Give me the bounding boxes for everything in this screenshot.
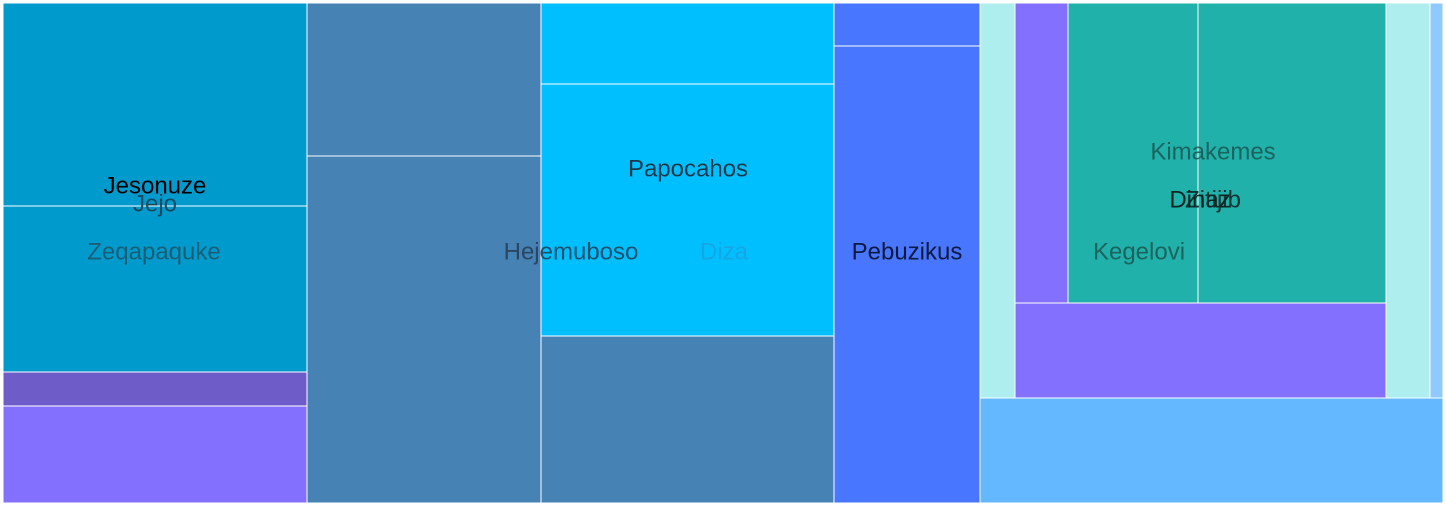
treemap-tile-unlabeled-11 [979, 2, 1016, 399]
treemap-label-pebuzikus: Pebuzikus [852, 238, 963, 265]
treemap-tile-unlabeled-17 [1429, 2, 1444, 399]
treemap-label-diza: Diza [700, 238, 749, 265]
treemap-tile-hejemuboso-5 [306, 155, 542, 504]
treemap-tile-hejemuboso-4 [306, 2, 542, 157]
treemap-label-jejo: Jejo [133, 190, 177, 217]
treemap-label-kimakemes: Kimakemes [1150, 138, 1275, 165]
treemap-tile-unlabeled-3 [2, 405, 308, 504]
treemap-tile-unlabeled-15 [1014, 302, 1387, 399]
treemap-tile-diza-6 [540, 2, 835, 85]
treemap-tile-hejemuboso-8 [540, 335, 835, 504]
treemap-tile-pebuzikus-10 [833, 45, 981, 504]
treemap-label-hejemuboso: Hejemuboso [504, 238, 639, 265]
treemap-label-papocahos: Papocahos [628, 155, 748, 182]
treemap-tile-unlabeled-2 [2, 371, 308, 407]
treemap-label-zeqapaquke: Zeqapaquke [87, 238, 220, 265]
treemap-label-zitijib: Zitijib [1185, 186, 1241, 213]
treemap-tile-pebuzikus-9 [833, 2, 981, 47]
treemap-tile-kimakemes-14 [1197, 2, 1387, 304]
treemap-label-dinaz: Dinaz [1169, 186, 1230, 213]
treemap-tile-kegelovi-13 [1067, 2, 1199, 304]
treemap-label-kegelovi: Kegelovi [1093, 238, 1185, 265]
treemap-tile-zeqapaquke-1 [2, 205, 308, 373]
treemap-tile-unlabeled-12 [1014, 2, 1069, 304]
treemap-tile-papocahos-7 [540, 83, 835, 337]
treemap-tile-unlabeled-16 [1385, 2, 1431, 399]
treemap-tile-unlabeled-18 [979, 397, 1444, 504]
treemap-label-jesonuze: Jesonuze [104, 172, 207, 199]
treemap-tile-jesonuze-0 [2, 2, 308, 207]
